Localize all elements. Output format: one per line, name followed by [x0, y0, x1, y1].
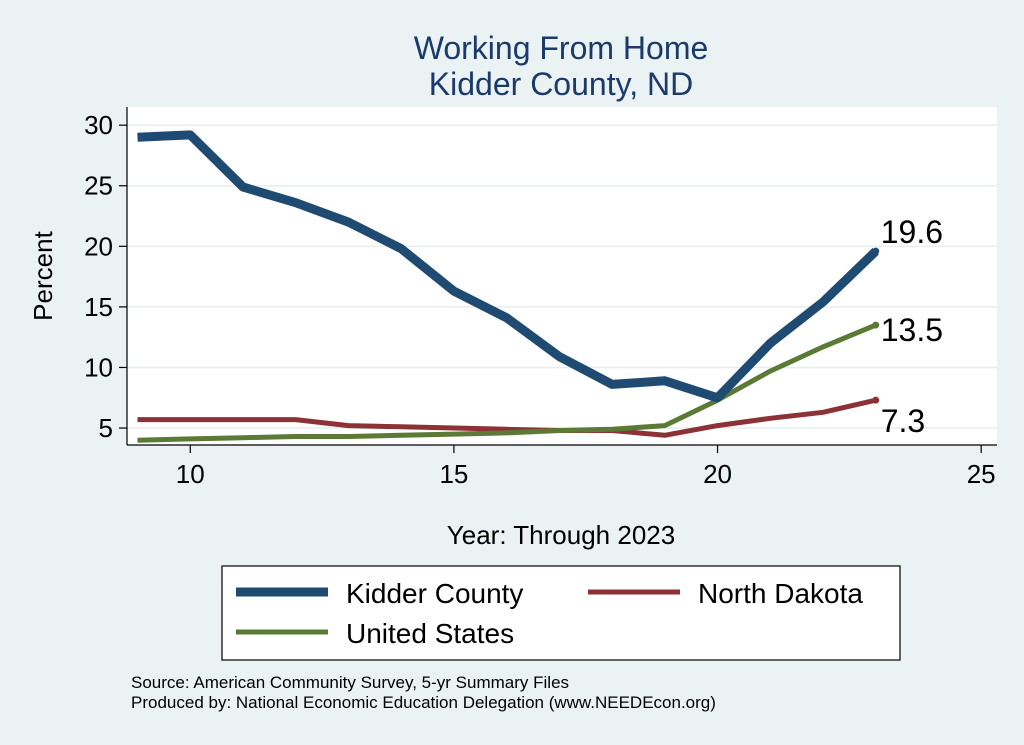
y-tick-label: 10 [84, 352, 113, 382]
y-axis-label: Percent [28, 230, 58, 320]
series-line-united-states [137, 322, 877, 443]
end-label-kidder-county: 19.6 [881, 214, 943, 250]
x-axis-label: Year: Through 2023 [447, 520, 675, 550]
legend: Kidder County North Dakota United States [221, 565, 901, 661]
x-tick-label: 15 [439, 459, 468, 489]
x-tick-label: 25 [967, 459, 996, 489]
y-tick-label: 25 [84, 171, 113, 201]
end-label-north-dakota: 7.3 [881, 403, 925, 439]
legend-label-north-dakota: North Dakota [698, 578, 863, 609]
end-point-united-states [872, 321, 880, 329]
series-line-north-dakota [137, 397, 877, 438]
chart-title-line-1: Working From Home [414, 30, 709, 66]
y-tick-label: 15 [84, 292, 113, 322]
y-tick-label: 30 [84, 110, 113, 140]
end-point-north-dakota [872, 396, 880, 404]
legend-box [221, 565, 901, 661]
end-label-united-states: 13.5 [881, 312, 943, 348]
x-tick-label: 20 [703, 459, 732, 489]
series-line-kidder-county [137, 130, 879, 403]
chart-title-line-2: Kidder County, ND [429, 66, 693, 102]
axes [126, 107, 997, 446]
end-point-kidder-county [872, 247, 880, 255]
series-lines [137, 130, 880, 443]
grid [127, 124, 997, 429]
source-note: Source: American Community Survey, 5-yr … [131, 673, 569, 692]
end-labels: 19.6 13.5 7.3 [881, 214, 943, 439]
produced-note: Produced by: National Economic Education… [131, 693, 716, 712]
legend-label-kidder-county: Kidder County [346, 578, 523, 609]
legend-label-united-states: United States [346, 618, 514, 649]
x-tick-label: 10 [176, 459, 205, 489]
ticks: 5 10 15 20 25 30 10 15 20 25 [84, 110, 996, 489]
plot-area [127, 107, 997, 445]
y-tick-label: 5 [99, 413, 113, 443]
y-tick-label: 20 [84, 231, 113, 261]
